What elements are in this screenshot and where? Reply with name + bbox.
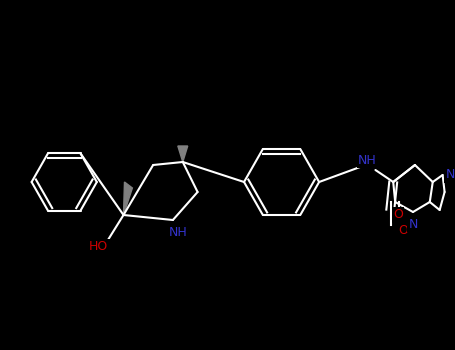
Polygon shape — [123, 182, 132, 215]
Text: NH: NH — [168, 225, 187, 238]
Text: O: O — [393, 209, 403, 222]
Text: O: O — [398, 224, 408, 237]
Polygon shape — [178, 146, 188, 162]
Text: N: N — [446, 168, 455, 182]
Text: NH: NH — [358, 154, 377, 167]
Text: N: N — [408, 217, 418, 231]
Text: HO: HO — [89, 240, 108, 253]
